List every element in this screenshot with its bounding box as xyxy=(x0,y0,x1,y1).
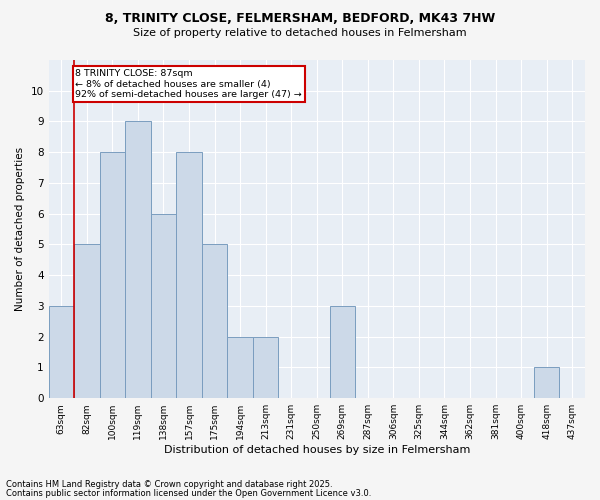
Text: 8, TRINITY CLOSE, FELMERSHAM, BEDFORD, MK43 7HW: 8, TRINITY CLOSE, FELMERSHAM, BEDFORD, M… xyxy=(105,12,495,26)
Bar xyxy=(49,306,74,398)
Bar xyxy=(176,152,202,398)
Bar xyxy=(227,336,253,398)
Bar xyxy=(253,336,278,398)
X-axis label: Distribution of detached houses by size in Felmersham: Distribution of detached houses by size … xyxy=(164,445,470,455)
Bar xyxy=(329,306,355,398)
Y-axis label: Number of detached properties: Number of detached properties xyxy=(15,147,25,311)
Text: 8 TRINITY CLOSE: 87sqm
← 8% of detached houses are smaller (4)
92% of semi-detac: 8 TRINITY CLOSE: 87sqm ← 8% of detached … xyxy=(76,69,302,99)
Bar xyxy=(74,244,100,398)
Text: Contains HM Land Registry data © Crown copyright and database right 2025.: Contains HM Land Registry data © Crown c… xyxy=(6,480,332,489)
Bar xyxy=(125,122,151,398)
Text: Contains public sector information licensed under the Open Government Licence v3: Contains public sector information licen… xyxy=(6,489,371,498)
Bar xyxy=(151,214,176,398)
Bar xyxy=(202,244,227,398)
Bar xyxy=(534,368,559,398)
Text: Size of property relative to detached houses in Felmersham: Size of property relative to detached ho… xyxy=(133,28,467,38)
Bar xyxy=(100,152,125,398)
